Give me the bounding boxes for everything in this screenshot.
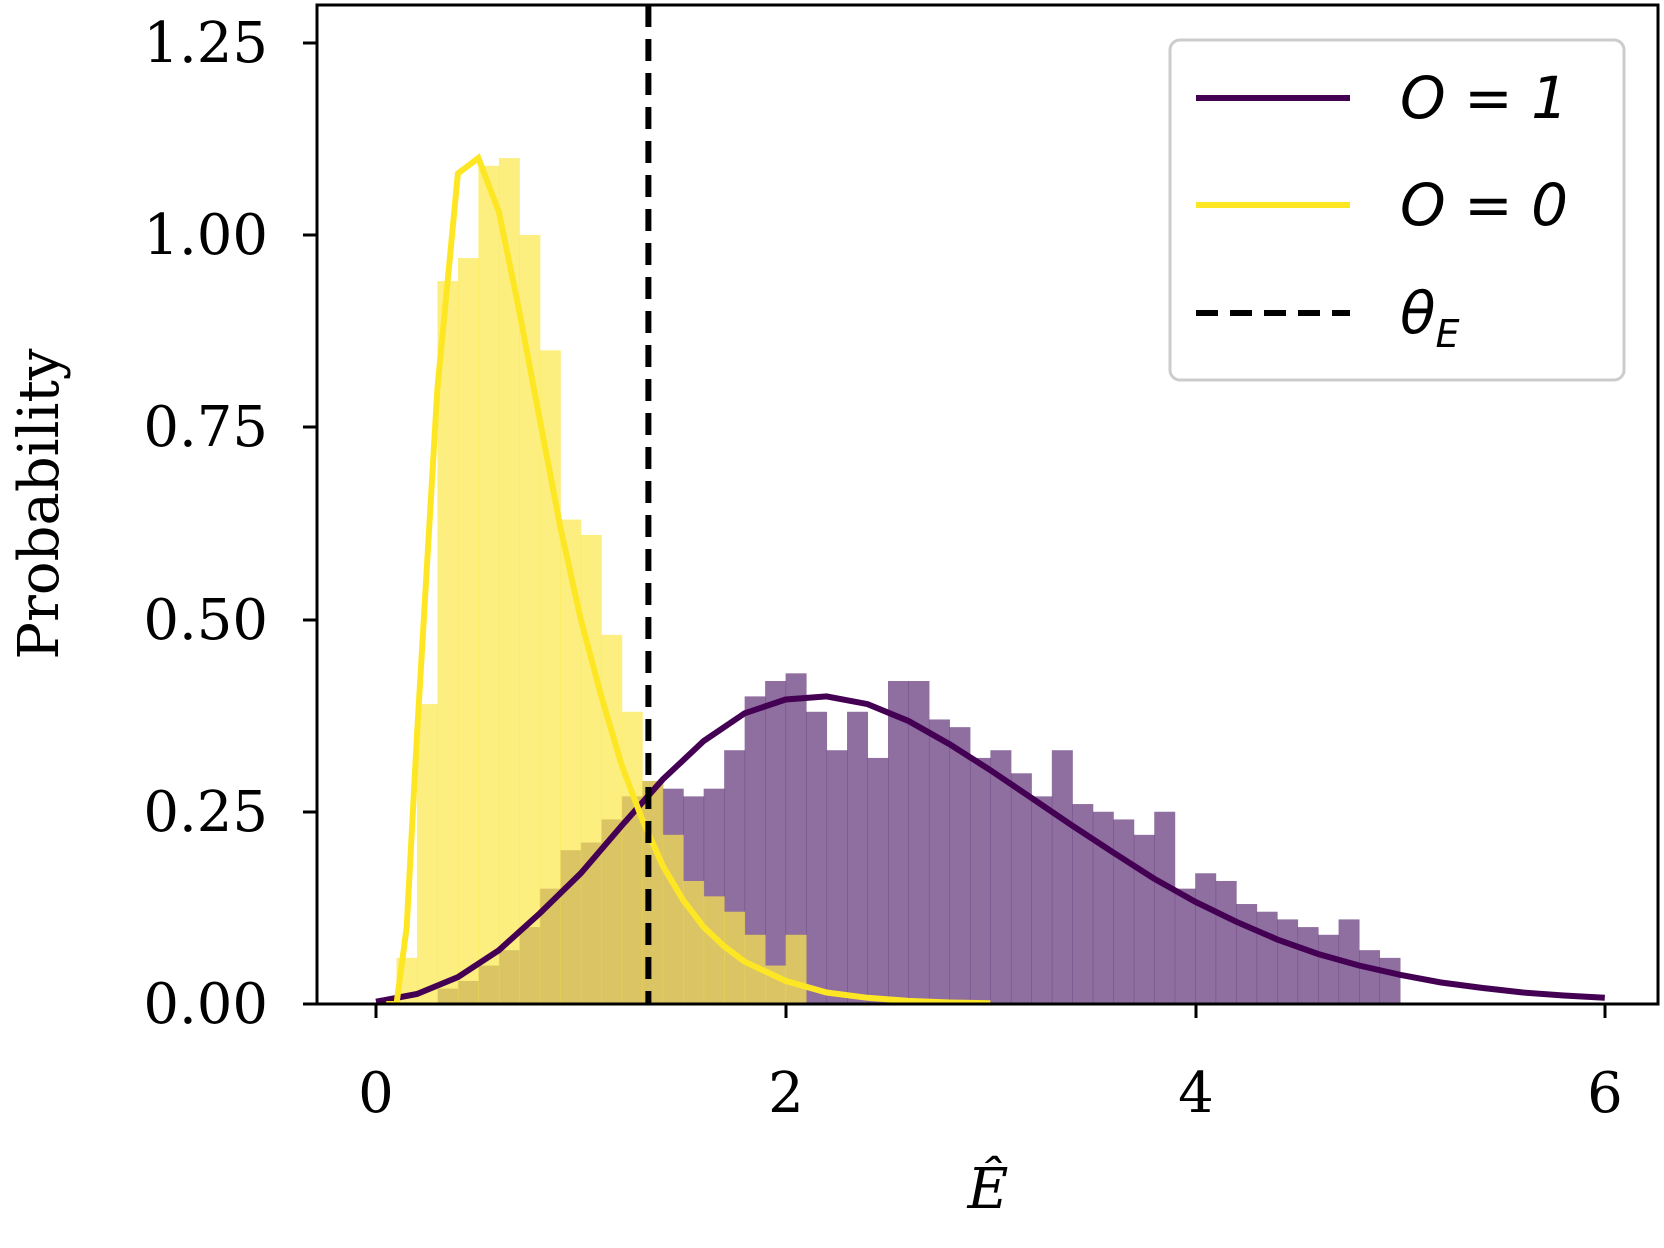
hist-bar-o1 bbox=[908, 681, 930, 1004]
x-axis-label: Ê bbox=[967, 1155, 1009, 1222]
y-tick-label: 0.25 bbox=[143, 780, 268, 845]
hist-bar-o1 bbox=[867, 757, 889, 1004]
legend-box bbox=[1168, 38, 1626, 382]
hist-bar-o1 bbox=[949, 727, 971, 1004]
hist-bar-o0 bbox=[580, 534, 602, 1004]
hist-bar-o1 bbox=[1359, 950, 1381, 1004]
hist-bar-o1 bbox=[1010, 773, 1032, 1004]
x-tick-label: 2 bbox=[768, 1061, 804, 1126]
hist-bar-o0 bbox=[457, 258, 479, 1004]
hist-bar-o1 bbox=[1277, 919, 1299, 1004]
y-tick-label: 1.25 bbox=[143, 11, 268, 76]
hist-bar-o1 bbox=[928, 719, 950, 1004]
hist-bar-o1 bbox=[1051, 750, 1073, 1004]
hist-bar-o1 bbox=[1195, 873, 1217, 1004]
hist-bar-o1 bbox=[847, 711, 869, 1004]
plot-frame bbox=[315, 3, 1660, 1006]
density-curve-o0 bbox=[386, 153, 991, 1004]
hist-bar-o0 bbox=[621, 711, 643, 1004]
hist-bar-o0 bbox=[703, 896, 725, 1004]
hist-bar-o0 bbox=[478, 165, 500, 1004]
hist-bar-o1 bbox=[888, 681, 909, 1004]
hist-bar-o1 bbox=[1215, 880, 1237, 1004]
hist-bar-o1 bbox=[826, 750, 848, 1004]
hist-bar-o0 bbox=[498, 158, 520, 1004]
hist-bar-o1 bbox=[806, 711, 828, 1004]
hist-bar-o1 bbox=[765, 681, 787, 1004]
hist-bar-o1 bbox=[1133, 834, 1155, 1004]
hist-bar-o0 bbox=[601, 634, 623, 1004]
hist-bar-o1 bbox=[969, 757, 991, 1004]
y-tick-label: 0.50 bbox=[143, 588, 268, 653]
legend: O = 1 O = 0 θE bbox=[1168, 38, 1626, 382]
hist-bar-o1 bbox=[744, 696, 766, 1004]
hist-bar-o1 bbox=[1092, 811, 1114, 1004]
hist-bar-o0 bbox=[437, 281, 459, 1004]
hist-bar-o1 bbox=[1174, 888, 1196, 1004]
hist-bar-o1 bbox=[1379, 957, 1401, 1004]
hist-bar-o0 bbox=[662, 834, 684, 1004]
hist-bar-o1 bbox=[785, 673, 807, 1004]
hist-bar-o0 bbox=[560, 519, 582, 1004]
x-tick-label: 6 bbox=[1587, 1061, 1623, 1126]
x-tick-label: 4 bbox=[1178, 1061, 1214, 1126]
density-curve-o1 bbox=[375, 693, 1605, 1004]
y-tick-label: 1.00 bbox=[143, 203, 268, 268]
hist-bar-o1 bbox=[1154, 811, 1176, 1004]
hist-bar-o1 bbox=[1256, 911, 1278, 1004]
y-axis: 0.00 0.25 0.50 0.75 1.00 1.25 bbox=[143, 11, 317, 1037]
hist-bar-o1 bbox=[1236, 904, 1258, 1004]
hist-bar-o1 bbox=[1031, 796, 1053, 1004]
hist-bar-o1 bbox=[1318, 934, 1340, 1004]
histogram-o0 bbox=[396, 158, 807, 1004]
hist-bar-o0 bbox=[785, 934, 807, 1004]
hist-bar-o0 bbox=[416, 704, 438, 1004]
hist-bar-o1 bbox=[1297, 927, 1319, 1004]
y-tick-label: 0.00 bbox=[143, 972, 268, 1037]
x-axis: 0 2 4 6 bbox=[358, 1004, 1623, 1126]
hist-bar-o0 bbox=[519, 235, 541, 1004]
y-axis-label: Probability bbox=[7, 348, 72, 659]
y-tick-label: 0.75 bbox=[143, 395, 268, 460]
hist-bar-o1 bbox=[1072, 804, 1094, 1004]
legend-label-threshold: θE bbox=[1400, 279, 1460, 356]
legend-label-o1: O = 1 bbox=[1400, 64, 1568, 132]
hist-bar-o1 bbox=[1113, 819, 1135, 1004]
legend-label-o0: O = 0 bbox=[1400, 171, 1568, 239]
hist-bar-o1 bbox=[990, 750, 1012, 1004]
x-tick-label: 0 bbox=[358, 1061, 394, 1126]
